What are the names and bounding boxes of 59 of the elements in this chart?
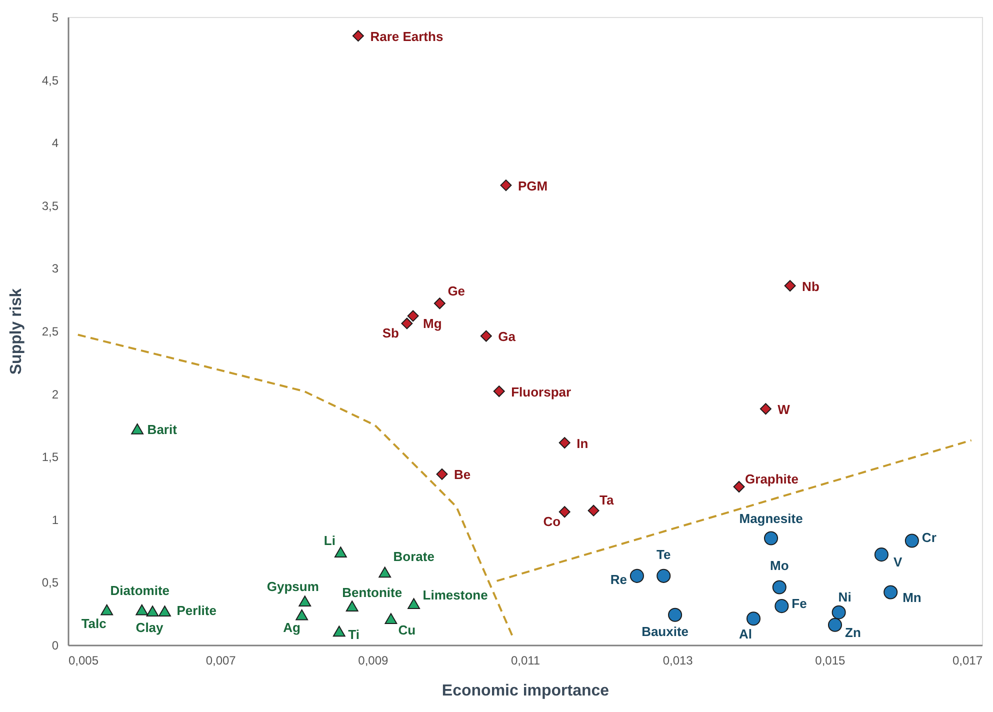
y-tick-label: 0 — [52, 638, 59, 652]
y-tick-label: 3 — [52, 262, 59, 276]
annotation: In — [576, 436, 588, 451]
x-tick-label: 0,017 — [952, 654, 983, 668]
annotation: PGM — [518, 178, 548, 194]
annotation: Be — [454, 467, 471, 482]
y-tick-label: 2 — [52, 387, 59, 402]
annotation: Cu — [398, 622, 416, 638]
annotation: Cr — [922, 530, 936, 545]
x-tick-label: 0,009 — [358, 654, 389, 668]
annotation: Zn — [845, 624, 861, 640]
annotation: Ag — [283, 620, 301, 635]
annotation: Fe — [792, 596, 807, 612]
annotation: W — [778, 402, 791, 417]
y-tick-label: 0,5 — [42, 576, 59, 590]
annotation: Sb — [382, 325, 399, 340]
annotation: Ge — [448, 283, 466, 298]
annotation: Co — [543, 514, 561, 529]
annotation: Te — [656, 546, 671, 562]
annotation: Mo — [770, 558, 789, 574]
annotation: Ti — [348, 627, 360, 642]
annotation: Talc — [81, 616, 106, 631]
annotation: V — [893, 554, 902, 570]
y-tick-label: 4,5 — [42, 73, 59, 88]
annotation: Borate — [393, 549, 434, 564]
y-axis-title: Supply risk — [8, 288, 25, 375]
annotation: Diatomite — [110, 582, 170, 598]
annotation: Bentonite — [342, 585, 402, 600]
annotation: Gypsum — [266, 579, 319, 594]
annotation: Mg — [423, 316, 442, 331]
x-tick-label: 0,013 — [662, 654, 694, 668]
annotation: Bauxite — [642, 624, 689, 639]
annotation: Graphite — [745, 472, 798, 487]
annotation: Al — [739, 626, 752, 642]
y-tick-label: 5 — [52, 10, 59, 24]
annotation: Perlite — [176, 603, 216, 618]
y-tick-label: 2,5 — [42, 324, 59, 338]
annotation: Clay — [136, 620, 164, 636]
annotation: Ni — [838, 589, 852, 604]
x-tick-label: 0,015 — [815, 654, 846, 668]
x-tick-label: 0,007 — [206, 654, 236, 668]
annotation: Limestone — [422, 588, 488, 603]
annotation: Ta — [600, 492, 615, 508]
annotation: Fluorspar — [511, 384, 572, 400]
x-axis-title: Economic importance — [442, 682, 610, 700]
y-tick-label: 1,5 — [42, 450, 59, 464]
y-tick-label: 3,5 — [42, 198, 59, 213]
annotation: Mn — [902, 590, 922, 606]
annotation: Barit — [147, 422, 178, 437]
x-tick-label: 0,005 — [68, 654, 99, 668]
annotation: Rare Earths — [370, 28, 444, 44]
x-tick-label: 0,011 — [510, 654, 540, 668]
annotation: Magnesite — [739, 511, 803, 526]
y-tick-label: 4 — [52, 136, 59, 150]
annotation: Re — [610, 572, 627, 587]
annotation: Li — [324, 533, 336, 548]
annotation: Ga — [498, 329, 516, 344]
y-tick-label: 1 — [52, 512, 59, 527]
annotation: Nb — [802, 278, 820, 294]
